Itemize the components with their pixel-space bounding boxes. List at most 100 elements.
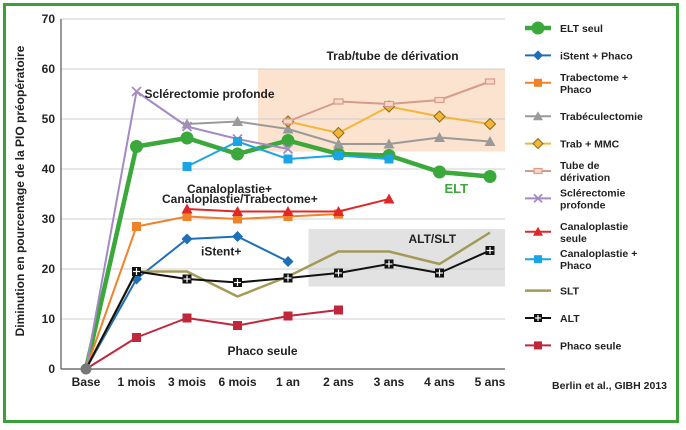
data-point [233,278,242,287]
chart: Diminution en pourcentage de la PIO préo… [13,12,667,392]
data-point [130,140,143,153]
data-point [232,231,243,242]
legend-label: Tube de dérivation [560,160,610,184]
y-tick-label: 70 [42,12,56,26]
legend-label-line: Phaco [560,260,592,272]
legend-label-line: ELT seul [560,23,603,35]
data-point [182,274,192,284]
x-tick-label: 1 mois [117,375,155,389]
legend-label-line: seule [560,233,587,245]
data-point [231,147,244,161]
series-scl-rectomie-profonde [85,86,294,370]
data-point [282,206,294,216]
legend-item: iStent + Phaco [525,50,633,62]
series-elt-seul [83,131,497,370]
x-tick-label: Base [72,375,101,389]
data-point [233,321,242,330]
legend-label: SLT [560,286,580,298]
annotation: Sclérectomie profonde [145,87,275,101]
legend-label-line: SLT [560,286,580,298]
series-tube-de-d-rivation [282,78,496,125]
source-citation: Berlin et al., GIBH 2013 [552,380,667,392]
data-point [533,226,543,236]
legend-label-line: Canaloplastie [560,221,628,233]
data-point [332,126,345,140]
data-point [434,96,445,104]
data-point [434,132,445,142]
data-point [433,165,446,179]
data-point-base [80,363,92,375]
data-point [282,123,294,134]
data-point [181,118,193,129]
data-point-stroke [533,193,543,204]
legend-label-line: Sclérectomie [560,187,626,199]
data-point [534,341,542,350]
data-point [232,206,243,216]
legend-item: Trab + MMC [525,137,620,151]
y-tick-label: 60 [42,62,56,76]
data-point [534,78,542,87]
data-point [333,206,344,216]
x-tick-label: 4 ans [424,375,455,389]
data-point [132,267,141,276]
legend-label: Phaco seule [560,340,621,352]
legend-label-line: iStent + Phaco [560,50,633,62]
y-tick-label: 20 [42,262,56,276]
legend-label: iStent + Phaco [560,50,633,62]
data-point [384,154,394,164]
data-point [283,154,293,164]
series-canaloplastie-phaco [182,137,394,171]
data-point [180,131,194,145]
data-point [333,138,344,149]
series-line [85,309,339,370]
data-point [233,137,242,146]
legend-label: ELT seul [560,23,603,35]
data-point [181,121,193,132]
data-point [483,117,497,131]
y-tick-label: 0 [48,362,55,376]
data-point [233,214,242,224]
legend-label: Trabectome + Phaco [560,72,628,96]
legend-item: Canaloplastie seule [525,221,628,245]
data-point [533,193,543,204]
annotation: ALT/SLT [409,232,457,246]
shaded-regions [258,69,505,287]
data-point [435,268,444,278]
y-tick-label: 50 [42,112,56,126]
data-point [282,143,294,155]
series-trab-culectomie [181,116,496,149]
legend-label: Sclérectomie profonde [560,187,626,211]
data-point [532,137,544,150]
data-point [534,314,542,322]
data-point [383,193,395,204]
legend-label: Canaloplastie seule [560,221,628,245]
data-point [533,167,543,175]
data-point [433,110,446,123]
y-axis-label: Diminution en pourcentage de la PIO préo… [13,45,27,336]
legend-label-line: profonde [560,199,606,211]
annotation: Phaco seule [228,344,298,358]
series-canaloplastie-seule [181,193,395,216]
y-tick-label: 10 [42,312,56,326]
legend-label-line: Canaloplastie + [560,248,637,260]
data-point [132,333,141,342]
legend-label-line: Tube de [560,160,600,172]
legend-label-line: ALT [560,313,580,325]
legend-label-line: Trabectome + [560,72,628,84]
legend-label-line: Phaco [560,84,592,96]
legend-label: Trab + MMC [560,139,620,151]
data-point [182,162,192,171]
legend-label: Canaloplastie + Phaco [560,248,637,272]
data-point [533,50,543,61]
data-point [484,78,496,85]
legend-item: Sclérectomie profonde [525,187,626,211]
data-point [384,259,394,269]
data-point-stroke [282,143,294,155]
legend-label-line: dérivation [560,172,610,184]
data-point [334,151,343,160]
series [80,78,497,375]
legend-label-line: Phaco seule [560,340,621,352]
data-point [182,212,192,221]
annotation: ELT [445,181,469,196]
